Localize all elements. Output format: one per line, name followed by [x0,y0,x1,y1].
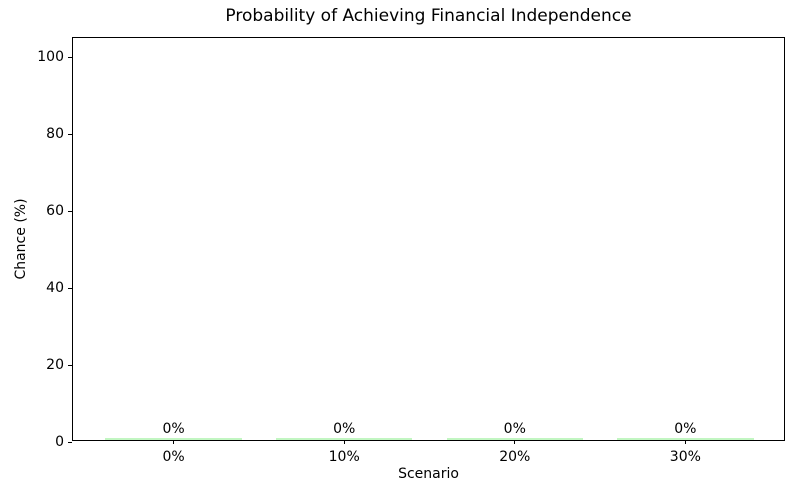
y-tick-label: 0 [55,434,64,450]
y-tick-label: 20 [46,357,64,374]
bar-value-label: 0% [503,421,526,437]
x-tick-mark [684,440,686,444]
bar [105,438,242,440]
y-tick-label: 80 [46,126,64,143]
bar [446,438,583,440]
bar-value-label: 0% [162,421,185,437]
y-tick-mark [68,364,72,366]
bar [617,438,754,440]
bar [275,438,413,440]
y-tick-label: 60 [46,203,64,220]
x-axis-label: Scenario [398,466,459,482]
x-tick-label: 0% [162,449,185,465]
y-tick-mark [68,287,72,289]
y-tick-mark [68,133,72,135]
bar-value-label: 0% [333,421,356,437]
y-tick-mark [68,56,72,58]
plot-area: 0 20 40 60 80 100 0% 0% 0% 10% 0% 20% 0% 30% [37,37,785,465]
y-tick-label: 40 [46,280,64,297]
x-tick-mark [514,440,516,444]
x-tick-label: 30% [669,449,701,465]
bar-value-label: 0% [674,421,697,437]
y-tick-mark [68,210,72,212]
x-tick-label: 20% [499,449,531,465]
chart-title: Probability of Achieving Financial Indep… [225,6,632,26]
x-tick-mark [173,440,175,444]
y-tick-mark [68,441,72,443]
y-tick-label: 100 [37,49,64,66]
x-tick-label: 10% [328,449,360,465]
y-axis-label: Chance (%) [13,198,29,280]
x-tick-mark [343,440,345,444]
